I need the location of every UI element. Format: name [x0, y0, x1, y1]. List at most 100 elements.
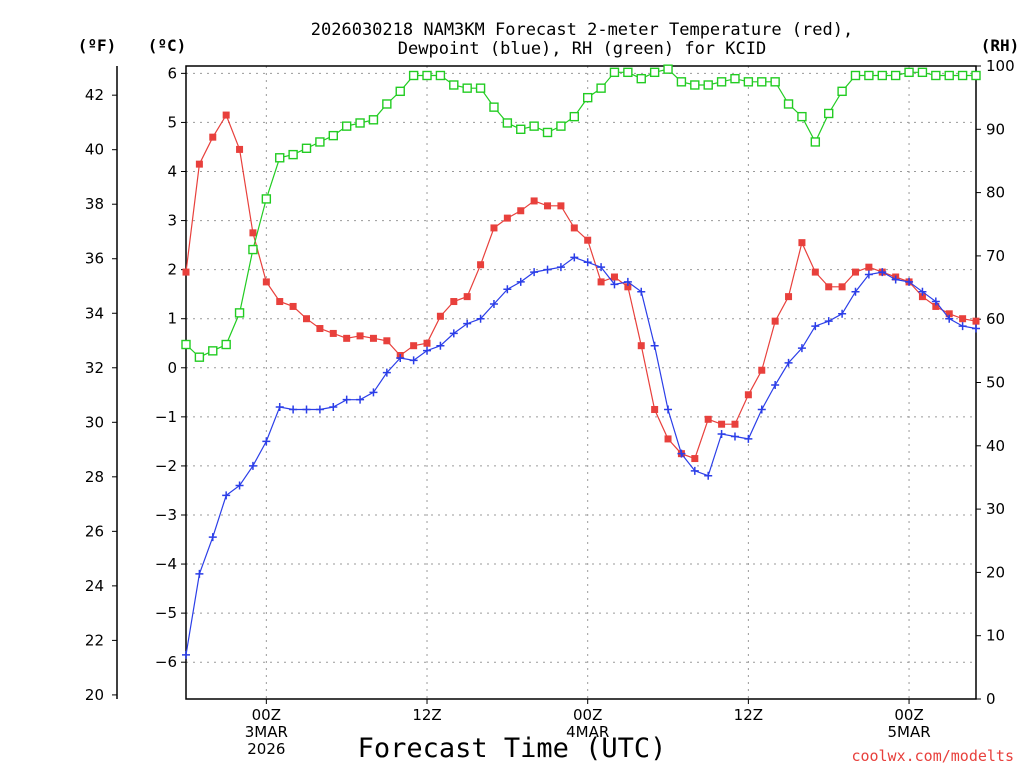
x-tick-label: 2026 [247, 740, 285, 758]
dewpoint-point [905, 277, 914, 286]
dewpoint-point [315, 405, 324, 414]
dewpoint-point [931, 297, 940, 306]
series-1 [182, 253, 980, 659]
dewpoint-point [342, 395, 351, 404]
rh-point [757, 77, 767, 87]
dewpoint-point [222, 491, 231, 500]
dewpoint-point [918, 287, 927, 296]
dewpoint-point [851, 287, 860, 296]
dewpoint-point [730, 432, 739, 441]
temperature-point [436, 312, 444, 320]
x-tick-label: 00Z [894, 706, 923, 724]
rh-point [301, 143, 312, 153]
dewpoint-point [463, 319, 472, 328]
temperature-point [771, 317, 779, 325]
rh-point [355, 118, 365, 128]
temperature-point [691, 455, 699, 463]
celsius-tick-label: 2 [167, 261, 177, 279]
rh-point [435, 70, 446, 81]
rh-point [208, 346, 218, 356]
fahrenheit-tick-label: 20 [85, 686, 104, 704]
rh-point [542, 127, 553, 138]
temperature-point [303, 315, 311, 323]
dewpoint-point [369, 388, 378, 397]
rh-tick-label: 80 [986, 184, 1005, 202]
rh-tick-label: 20 [986, 563, 1005, 581]
dewpoint-point [838, 309, 847, 318]
temperature-point [584, 236, 592, 244]
dewpoint-point [610, 280, 619, 289]
rh-point [288, 149, 298, 160]
temperature-point [932, 302, 940, 310]
rh-point [716, 77, 727, 87]
temperature-point [517, 207, 525, 215]
dewpoint-point [208, 533, 217, 542]
dewpoint-point [289, 405, 298, 414]
dewpoint-point [650, 341, 659, 350]
dewpoint-point [690, 466, 699, 475]
dewpoint-point [878, 268, 887, 277]
dewpoint-point [516, 277, 525, 286]
celsius-tick-label: −1 [155, 408, 177, 426]
rh-point [676, 77, 687, 87]
rh-point [904, 67, 914, 78]
rh-point [569, 111, 580, 122]
dewpoint-point [423, 346, 432, 355]
dewpoint-point [945, 314, 954, 323]
rh-point [864, 70, 874, 81]
rh-tick-label: 40 [986, 437, 1005, 455]
series-line [185, 113, 977, 460]
temperature-point [329, 329, 337, 337]
celsius-tick-label: 3 [167, 212, 177, 230]
temperature-point [798, 239, 806, 247]
fahrenheit-axis-label: (ºF) [78, 36, 117, 55]
dewpoint-point [382, 368, 391, 377]
dewpoint-point [409, 356, 418, 365]
rh-point [275, 153, 285, 163]
temperature-point [731, 420, 739, 428]
x-tick-label: 00Z [252, 706, 281, 724]
temperature-point [825, 283, 833, 291]
rh-tick-label: 60 [986, 310, 1005, 328]
celsius-tick-label: −2 [155, 457, 177, 475]
temperature-point [544, 202, 552, 210]
dewpoint-point [824, 317, 833, 326]
dewpoint-point [396, 353, 405, 362]
rh-point [234, 308, 245, 318]
dewpoint-point [182, 650, 190, 659]
fahrenheit-tick-label: 36 [85, 250, 104, 268]
dewpoint-point [248, 461, 257, 470]
temperature-point [718, 420, 726, 428]
rh-tick-label: 10 [986, 627, 1005, 645]
x-tick-label: 12Z [412, 706, 441, 724]
temperature-point [811, 268, 819, 276]
rh-point [516, 124, 526, 135]
temperature-point [182, 268, 190, 276]
rh-point [556, 121, 566, 131]
dewpoint-point [436, 341, 445, 350]
rh-point [582, 92, 593, 103]
x-tick-label: 3MAR [245, 723, 288, 741]
dewpoint-point [757, 405, 766, 414]
rh-point [957, 70, 968, 81]
x-tick-label: 4MAR [566, 723, 609, 741]
temperature-point [410, 342, 418, 350]
temperature-point [610, 273, 618, 281]
x-tick-label: 12Z [734, 706, 763, 724]
dewpoint-point [771, 380, 780, 389]
dewpoint-point [356, 395, 365, 404]
rh-point [944, 70, 954, 81]
dewpoint-point [958, 322, 967, 331]
temperature-point [959, 315, 967, 323]
dewpoint-point [864, 270, 873, 279]
celsius-axis-label: (ºC) [148, 36, 187, 55]
chart-title: 2026030218 NAM3KM Forecast 2-meter Tempe… [311, 20, 853, 40]
rh-point [663, 64, 673, 74]
temperature-point [918, 293, 926, 301]
dewpoint-point [262, 437, 271, 446]
temperature-point [704, 415, 712, 423]
dewpoint-point [476, 314, 485, 323]
temperature-point [851, 268, 859, 276]
temperature-point [785, 293, 793, 301]
